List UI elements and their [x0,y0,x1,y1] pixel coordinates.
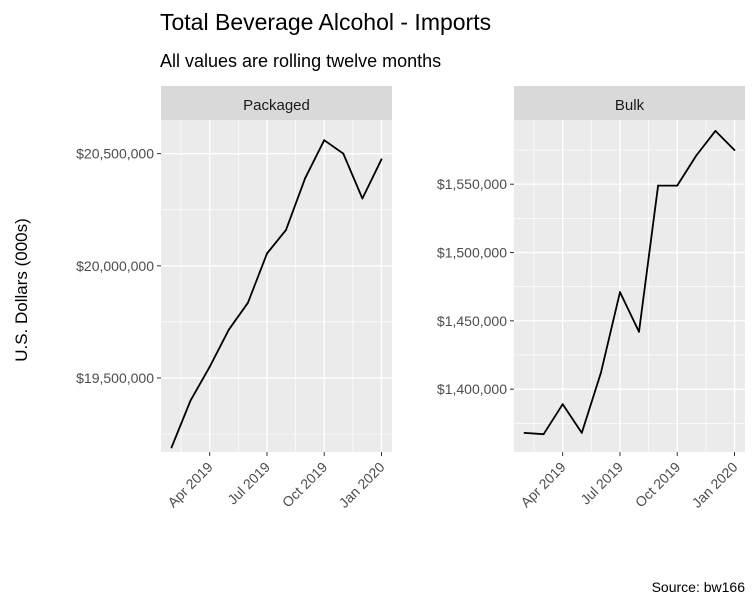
data-point [638,330,640,333]
chart-title: Total Beverage Alcohol - Imports [160,9,491,35]
x-tick-label: Apr 2019 [517,459,569,511]
data-point [695,154,698,157]
data-point [246,301,249,304]
panels: Packaged $19,500,000 $20,000,000 $20,500,00… [76,86,745,511]
data-point [657,184,660,187]
y-tick-label: $1,400,000 [437,381,507,397]
x-tick-label: Oct 2019 [632,459,684,511]
chart-subtitle: All values are rolling twelve months [160,51,441,71]
y-tick-label: $1,550,000 [437,176,507,192]
y-tick-label: $1,500,000 [437,245,507,261]
data-point [227,328,230,331]
data-point [523,431,526,434]
facet-label: Bulk [615,97,645,114]
x-tick-label: Jul 2019 [577,459,626,508]
x-tick-label: Jan 2020 [689,459,741,511]
x-tick-label: Jul 2019 [224,459,273,508]
data-point [323,139,326,142]
panel-bulk: Bulk $1,400,000 $1,450,000 $1,500,000 $1,550… [437,86,745,511]
y-tick-label: $19,500,000 [76,370,154,386]
panel-background [514,120,745,452]
data-point [542,433,545,436]
data-point [189,399,192,402]
panel-background [161,120,392,452]
data-point [304,177,307,180]
y-tick-label: $20,000,000 [76,258,154,274]
y-tick-label: $1,450,000 [437,313,507,329]
data-point [266,252,268,255]
data-point [208,365,211,368]
data-point [361,197,364,200]
data-point [561,403,564,406]
data-point [380,158,383,161]
data-point [599,371,602,374]
data-point [714,130,717,132]
data-point [580,431,583,434]
facet-label: Packaged [243,97,310,114]
caption: Source: bw166 [652,579,746,595]
data-point [285,229,287,231]
data-point [619,291,621,294]
facet-strip [514,86,745,120]
data-point [170,446,173,449]
series-line [170,139,383,448]
data-point [733,149,736,151]
series-line [524,129,736,436]
y-axis-label: U.S. Dollars (000s) [12,218,31,362]
data-point [676,184,679,187]
facet-strip [161,86,392,120]
x-tick-label: Apr 2019 [164,459,216,511]
x-tick-label: Jan 2020 [336,459,388,511]
y-tick-label: $20,500,000 [76,146,154,162]
x-tick-label: Oct 2019 [279,459,331,511]
panel-packaged: Packaged $19,500,000 $20,000,000 $20,500,00… [76,86,392,511]
data-point [342,152,345,155]
